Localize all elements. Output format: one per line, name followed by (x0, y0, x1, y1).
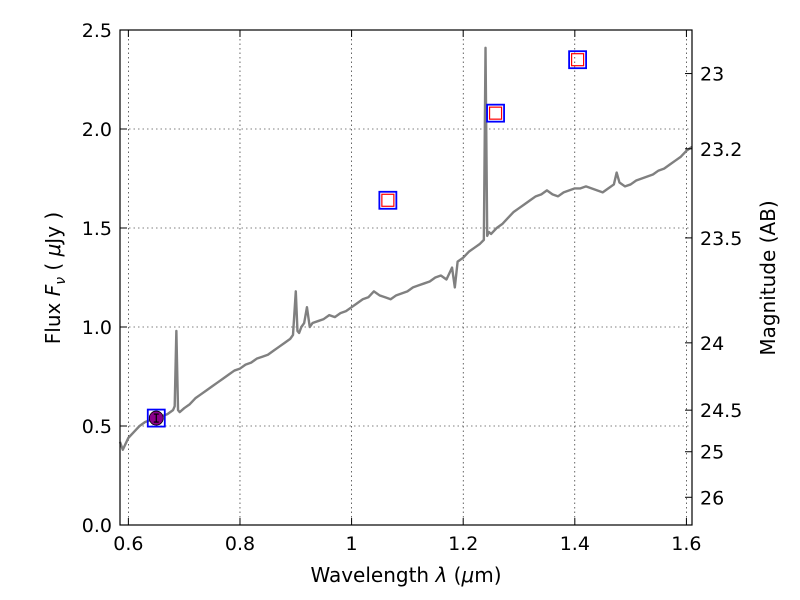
y-axis-ticks: 0.0 0.5 1.0 1.5 2.0 2.5 (82, 20, 127, 537)
photometry-marker (570, 53, 585, 67)
photometry-marker (381, 193, 395, 207)
x-tick-label: 1 (346, 533, 358, 555)
right-tick-label: 24.5 (700, 400, 742, 422)
model-box (378, 190, 398, 210)
x-tick-label: 1.6 (671, 533, 701, 555)
photometry-marker (488, 106, 503, 120)
right-tick-label: 26 (700, 487, 724, 509)
series-layer (118, 46, 693, 451)
photometry-point-3 (486, 103, 505, 123)
right-axis-label: Magnitude (AB) (756, 200, 780, 355)
model-box (146, 408, 166, 428)
plot-frame (119, 29, 693, 526)
x-tick-label: 1.2 (448, 533, 478, 555)
marker-layer (146, 50, 587, 428)
x-axis-label: Wavelength λ (μm) (310, 563, 501, 587)
x-tick-label: 0.6 (113, 533, 143, 555)
x-axis-ticks: 0.6 0.8 1 1.2 1.4 1.6 (113, 30, 702, 555)
x-tick-label: 0.8 (225, 533, 255, 555)
photometry-point-4 (568, 50, 587, 70)
x-tick-label: 1.4 (560, 533, 590, 555)
y-tick-label: 2.5 (82, 20, 112, 42)
model-box (568, 50, 587, 70)
photometry-point-1 (146, 408, 166, 428)
right-axis-ticks: 23 23.2 23.5 24 24.5 25 26 (685, 64, 742, 509)
photometry-point-2 (378, 190, 398, 210)
spectrum-line (118, 46, 693, 451)
y-tick-label: 0.0 (82, 515, 112, 537)
y-tick-label: 1.5 (82, 218, 112, 240)
model-box (486, 103, 505, 123)
right-tick-label: 25 (700, 442, 724, 464)
y-tick-label: 1.0 (82, 317, 112, 339)
right-tick-label: 23.2 (700, 139, 742, 161)
y-tick-label: 2.0 (82, 119, 112, 141)
grid-lines (120, 29, 692, 526)
right-tick-label: 24 (700, 333, 724, 355)
right-tick-label: 23 (700, 64, 724, 86)
right-tick-label: 23.5 (700, 228, 742, 250)
y-axis-label: Flux Fν ( μJy ) (41, 212, 69, 344)
y-tick-label: 0.5 (82, 416, 112, 438)
